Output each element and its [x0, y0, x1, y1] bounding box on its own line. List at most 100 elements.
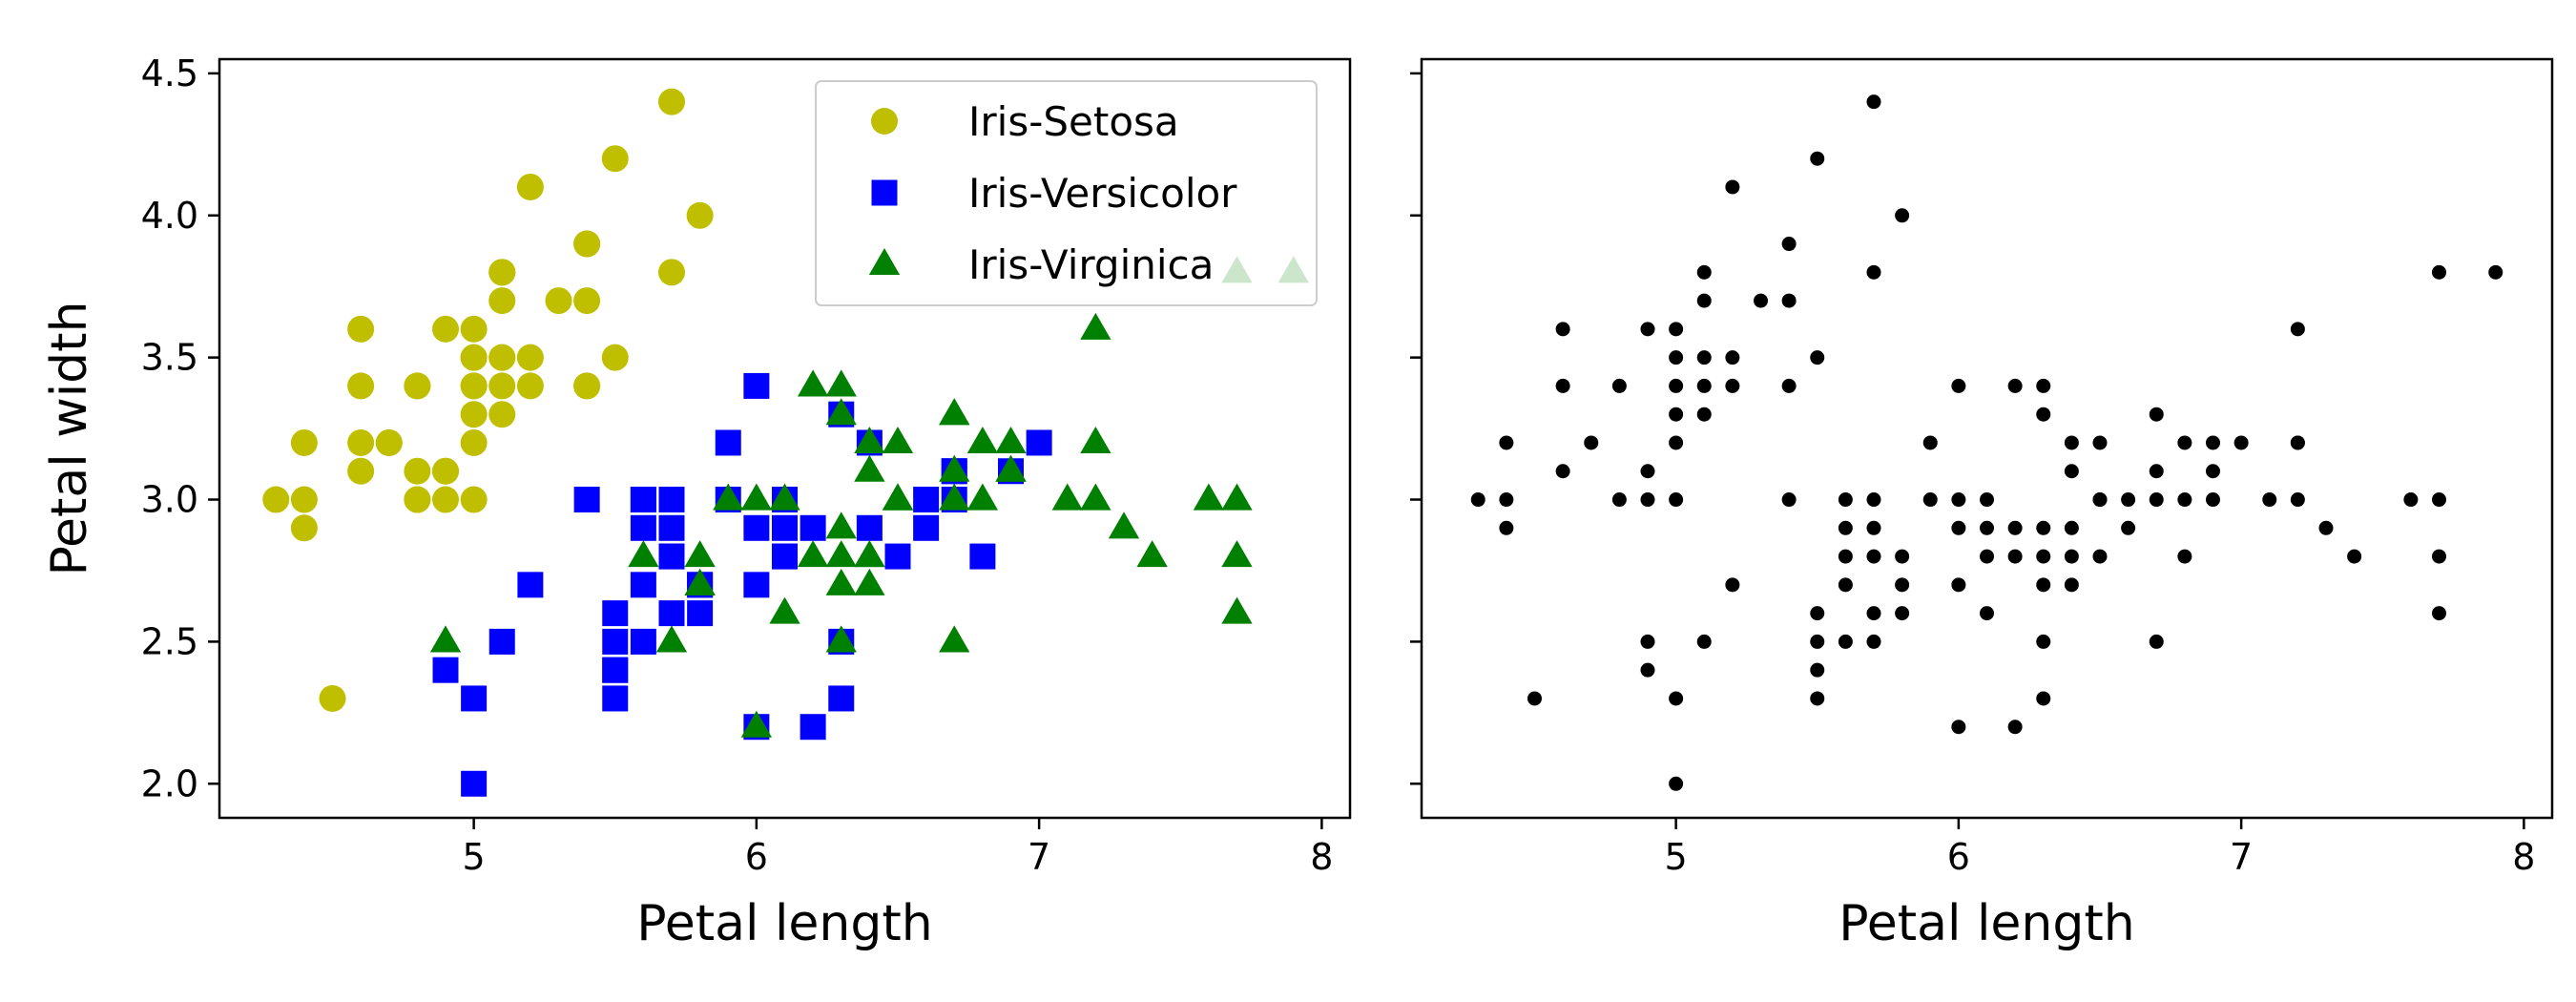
left-data-point-setosa	[347, 372, 375, 400]
left-data-point-virginica	[825, 540, 857, 568]
left-data-point-virginica	[1193, 483, 1225, 511]
y-tick-label: 3.0	[141, 479, 198, 521]
left-data-point-versicolor	[630, 487, 656, 513]
x-tick-label: 8	[2512, 836, 2535, 878]
left-scatter-panel: 5 6 7 8 2.0 2.5 3.0 3.5 4.0 4.5 Petal length Pet…	[41, 52, 1352, 952]
right-data-point-unlabeled	[1584, 435, 1599, 450]
right-data-point-unlabeled	[1669, 435, 1684, 450]
left-data-point-versicolor	[800, 514, 826, 541]
left-x-axis-label: Petal length	[636, 895, 932, 952]
left-data-point-versicolor	[772, 514, 798, 541]
right-data-point-unlabeled	[1951, 520, 1966, 535]
right-data-point-unlabeled	[1866, 264, 1881, 280]
legend-marker-virginica	[868, 248, 901, 276]
right-data-point-unlabeled	[2149, 634, 2164, 649]
left-data-point-setosa	[658, 88, 685, 115]
right-y-ticks	[1410, 72, 1422, 785]
x-tick-label: 6	[1947, 836, 1970, 878]
right-data-point-unlabeled	[2177, 549, 2192, 564]
right-points-layer	[1470, 94, 2503, 791]
right-data-point-unlabeled	[2007, 720, 2023, 735]
left-data-point-setosa	[347, 315, 375, 343]
left-data-point-virginica	[939, 625, 970, 653]
right-data-point-unlabeled	[1781, 293, 1797, 308]
left-data-point-setosa	[460, 344, 488, 371]
right-data-point-unlabeled	[1838, 577, 1853, 593]
right-data-point-unlabeled	[1669, 378, 1684, 393]
x-tick-label: 8	[1310, 836, 1333, 878]
right-data-point-unlabeled	[1725, 350, 1740, 365]
right-data-point-unlabeled	[2064, 435, 2079, 450]
right-data-point-unlabeled	[1866, 520, 1881, 535]
right-data-point-unlabeled	[1838, 549, 1853, 564]
left-x-ticks: 5 6 7 8	[463, 818, 1333, 878]
left-data-point-virginica	[995, 426, 1027, 454]
left-data-point-virginica	[939, 398, 970, 426]
left-data-point-virginica	[966, 483, 999, 511]
left-data-point-setosa	[488, 372, 516, 400]
left-data-point-virginica	[769, 483, 800, 511]
left-data-point-virginica	[713, 483, 744, 511]
right-data-point-unlabeled	[1669, 492, 1684, 508]
left-data-point-virginica	[1080, 426, 1111, 454]
right-data-point-unlabeled	[1640, 634, 1655, 649]
right-data-point-unlabeled	[1922, 492, 1938, 508]
right-data-point-unlabeled	[2149, 407, 2164, 422]
left-data-point-virginica	[939, 454, 970, 482]
right-data-point-unlabeled	[1810, 662, 1825, 678]
right-data-point-unlabeled	[1696, 350, 1712, 365]
left-data-point-versicolor	[432, 657, 459, 683]
right-data-point-unlabeled	[1866, 549, 1881, 564]
left-data-point-setosa	[375, 428, 403, 456]
left-data-point-virginica	[797, 540, 829, 568]
right-data-point-unlabeled	[2206, 435, 2220, 450]
left-data-point-versicolor	[658, 487, 685, 513]
left-data-point-setosa	[460, 401, 488, 428]
right-data-point-unlabeled	[2318, 520, 2334, 535]
left-data-point-setosa	[601, 344, 629, 371]
left-data-point-versicolor	[743, 572, 770, 598]
right-data-point-unlabeled	[1810, 691, 1825, 706]
right-data-point-unlabeled	[2149, 464, 2164, 479]
right-data-point-unlabeled	[1866, 634, 1881, 649]
right-data-point-unlabeled	[2036, 577, 2051, 593]
right-data-point-unlabeled	[2036, 520, 2051, 535]
right-data-point-unlabeled	[1838, 634, 1853, 649]
right-data-point-unlabeled	[2036, 378, 2051, 393]
left-data-point-virginica	[1221, 483, 1253, 511]
left-data-point-virginica	[429, 625, 462, 653]
left-data-point-virginica	[1108, 511, 1140, 539]
x-tick-label: 5	[1665, 836, 1688, 878]
left-data-point-versicolor	[687, 600, 714, 627]
y-tick-label: 2.0	[141, 762, 198, 804]
right-data-point-unlabeled	[1527, 691, 1542, 706]
left-data-point-virginica	[882, 483, 914, 511]
legend-box	[815, 80, 1318, 306]
right-data-point-unlabeled	[1499, 520, 1514, 535]
left-data-point-versicolor	[856, 514, 883, 541]
left-data-point-setosa	[460, 315, 488, 343]
legend-label-versicolor: Iris-Versicolor	[968, 170, 1237, 217]
right-data-point-unlabeled	[1781, 492, 1797, 508]
right-data-point-unlabeled	[2036, 691, 2051, 706]
left-data-point-versicolor	[573, 487, 600, 513]
right-data-point-unlabeled	[2206, 464, 2220, 479]
left-data-point-virginica	[769, 596, 800, 624]
right-data-point-unlabeled	[2064, 520, 2079, 535]
right-data-point-unlabeled	[2092, 435, 2108, 450]
right-data-point-unlabeled	[2233, 435, 2249, 450]
right-data-point-unlabeled	[1470, 492, 1485, 508]
left-data-point-setosa	[573, 287, 601, 315]
right-data-point-unlabeled	[1895, 549, 1910, 564]
right-data-point-unlabeled	[1838, 520, 1853, 535]
legend-label-virginica: Iris-Virginica	[968, 241, 1214, 288]
right-data-point-unlabeled	[1838, 492, 1853, 508]
left-data-point-versicolor	[630, 572, 656, 598]
left-data-point-setosa	[290, 514, 318, 542]
right-data-point-unlabeled	[2177, 492, 2192, 508]
left-data-point-setosa	[601, 145, 629, 173]
left-data-point-virginica	[825, 625, 857, 653]
left-data-point-setosa	[516, 173, 544, 200]
right-data-point-unlabeled	[1866, 606, 1881, 621]
left-data-point-setosa	[347, 428, 375, 456]
